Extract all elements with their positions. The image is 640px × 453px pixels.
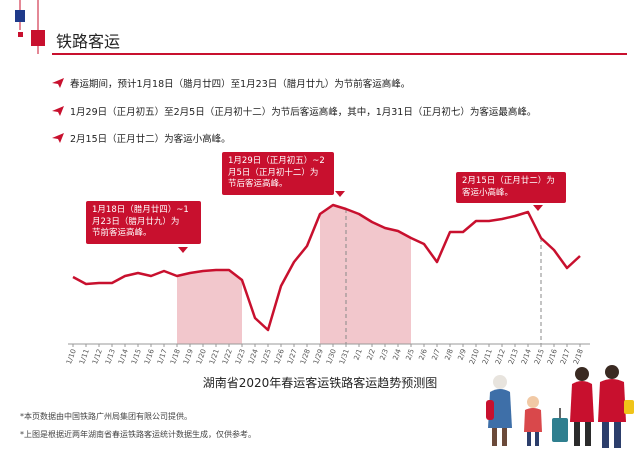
family-travel-illustration (486, 365, 634, 448)
callout-pointer (335, 191, 345, 197)
x-tick-label: 1/16 (143, 347, 156, 365)
x-tick-label: 2/9 (457, 348, 468, 361)
x-tick-label: 1/20 (195, 348, 208, 366)
peak-range-shade (177, 270, 242, 344)
section-title: 铁路客运 (56, 32, 121, 51)
x-tick-label: 1/26 (273, 347, 286, 365)
callout-small-peak: 2月15日（正月廿二）为 客运小高峰。 (456, 172, 566, 203)
lantern-decoration-icon (15, 0, 45, 54)
x-tick-label: 1/24 (247, 347, 260, 365)
x-tick-label: 1/17 (156, 348, 169, 366)
x-tick-label: 1/11 (78, 348, 91, 366)
chart-title: 湖南省2020年春运客运铁路客运趋势预测图 (202, 376, 438, 390)
x-tick-label: 1/12 (91, 348, 104, 366)
x-tick-label: 1/21 (208, 348, 221, 366)
x-tick-label: 1/22 (221, 348, 234, 366)
x-tick-label: 1/28 (299, 348, 312, 366)
bullet-text: 1月29日（正月初五）至2月5日（正月初十二）为节后客运高峰，其中，1月31日（… (70, 107, 537, 118)
callout-pointer (533, 205, 543, 211)
footnote: *本页数据由中国铁路广州局集团有限公司提供。 (20, 412, 192, 421)
callout-pre-festival-peak: 1月18日（腊月廿四）~1 月23日（腊月廿九）为 节前客运高峰。 (86, 201, 201, 244)
x-tick-label: 2/1 (353, 348, 364, 361)
x-tick-label: 2/4 (392, 347, 404, 361)
x-tick-label: 1/31 (338, 348, 351, 366)
paper-plane-icon (52, 133, 64, 143)
bullet-item: 2月15日（正月廿二）为客运小高峰。 (52, 131, 231, 145)
callout-line: 节后客运高峰。 (228, 179, 288, 189)
x-tick-label: 1/25 (260, 348, 273, 366)
section-divider (52, 53, 627, 55)
x-tick-label: 1/13 (104, 348, 117, 366)
peak-range-shade (320, 205, 411, 344)
callout-line: 月23日（腊月廿九）为 (92, 216, 180, 227)
callout-post-festival-peak: 1月29日（正月初五）~2 月5日（正月初十二）为 节后客运高峰。 (222, 152, 334, 195)
x-tick-label: 1/27 (286, 348, 299, 366)
x-tick-label: 1/10 (65, 348, 78, 366)
x-tick-label: 2/3 (379, 348, 390, 361)
paper-plane-icon (52, 106, 64, 116)
bullet-text: 春运期间，预计1月18日（腊月廿四）至1月23日（腊月廿九）为节前客运高峰。 (70, 79, 411, 90)
x-tick-label: 1/30 (325, 348, 338, 366)
callout-line: 月5日（正月初十二）为 (228, 167, 319, 178)
paper-plane-icon (52, 78, 64, 88)
x-tick-label: 1/29 (312, 348, 325, 366)
bullet-item: 春运期间，预计1月18日（腊月廿四）至1月23日（腊月廿九）为节前客运高峰。 (52, 76, 410, 90)
x-tick-label: 2/7 (431, 348, 442, 361)
x-tick-label: 1/14 (117, 347, 130, 365)
bullet-text: 2月15日（正月廿二）为客运小高峰。 (70, 134, 231, 145)
x-tick-label: 1/23 (234, 348, 247, 366)
callout-line: 2月15日（正月廿二）为 (462, 176, 555, 186)
callout-line: 客运小高峰。 (462, 187, 514, 198)
callout-line: 节前客运高峰。 (92, 228, 152, 238)
x-tick-label: 1/18 (169, 348, 182, 366)
callout-line: 1月29日（正月初五）~2 (228, 156, 325, 166)
callout-pointer (178, 247, 188, 253)
series-line (72, 203, 581, 332)
x-tick-label: 2/6 (418, 347, 430, 361)
x-tick-label: 1/19 (182, 348, 195, 366)
footnote: *上图是根据近两年湖南省春运铁路客运统计数据生成，仅供参考。 (20, 430, 256, 439)
x-tick-label: 2/2 (366, 348, 377, 361)
x-tick-label: 2/8 (444, 348, 455, 361)
x-tick-label: 2/5 (405, 348, 416, 361)
bullet-item: 1月29日（正月初五）至2月5日（正月初十二）为节后客运高峰，其中，1月31日（… (52, 104, 536, 118)
x-tick-label: 1/15 (130, 348, 143, 366)
callout-line: 1月18日（腊月廿四）~1 (92, 205, 189, 215)
